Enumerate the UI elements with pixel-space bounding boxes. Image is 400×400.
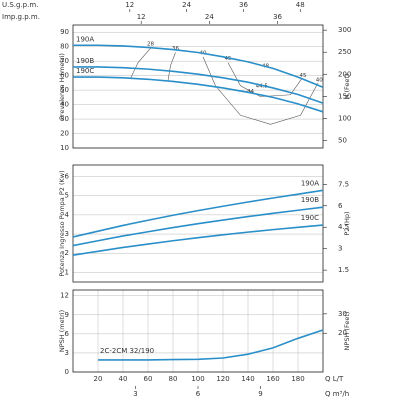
x-tick-label: 120 [216,375,229,383]
x-tick-label: 180 [291,375,304,383]
y-tick-label: 2 [65,249,69,257]
series-line [73,76,324,113]
series-line [72,189,324,238]
efficiency-curve [227,62,302,97]
series-line [72,206,324,247]
x-tick-label: 40 [119,375,128,383]
top-tick-label: 12 [125,1,134,9]
bottom-tick-label: 3 [133,390,137,398]
x-tick-label: 20 [94,375,103,383]
y-tick-label: 9 [65,311,69,319]
top-axis-label: U.S.g.p.m. [2,1,38,9]
y-tick-label: 70 [60,57,69,65]
annotation: 40 [316,77,323,83]
y-tick-label: 3 [65,230,69,238]
y-tick-label: 1 [65,268,69,276]
y2-tick-label: 150 [338,92,351,100]
efficiency-label: 45 [225,56,232,62]
y-tick-label: 50 [60,86,69,94]
series-line [98,329,324,361]
y2-tick-label: 250 [338,48,351,56]
y-axis-label: Potenza Ingresso Pompa P2 (Kw) [58,170,66,276]
y-tick-label: 20 [60,130,69,138]
y2-tick-label: 6 [338,202,343,210]
y2-tick-label: 200 [338,70,351,78]
plot-frame [72,24,324,149]
series-label: 190A [76,35,94,43]
y2-axis-label: P2 (Hp) [343,211,351,235]
y2-axis-label: H (Feet) [343,74,351,100]
top-tick-label: 36 [273,13,282,21]
y-tick-label: 90 [60,28,69,36]
y2-tick-label: 4.5 [338,223,349,231]
annotation: 45 [300,73,307,79]
y2-tick-label: 7.5 [338,180,349,188]
annotation: 44.5 [256,83,269,89]
series-line [73,44,324,88]
y-tick-label: 5 [65,192,69,200]
plot-frame [72,164,324,283]
y2-tick-label: 50 [338,136,347,144]
x-tick-label: 140 [241,375,254,383]
y-axis-label: Prevalenza H (metri) [58,53,66,120]
top-tick-label: 24 [182,1,191,9]
series-line [73,66,324,104]
top-tick-label: 12 [137,13,146,21]
y-tick-label: 40 [60,101,69,109]
y-tick-label: 6 [65,173,70,181]
y2-tick-label: 1.5 [338,266,349,274]
efficiency-curve [202,56,319,125]
bottom-tick-label: 6 [196,390,201,398]
top-tick-label: 48 [296,1,305,9]
y-tick-label: 30 [60,115,69,123]
top-tick-label: 36 [239,1,248,9]
y2-tick-label: 30 [338,310,347,318]
x-tick-label: 80 [169,375,178,383]
y2-axis-label: NPSH (Feet) [343,312,351,351]
y2-tick-label: 20 [338,329,347,337]
top-tick-label: 24 [205,13,214,21]
y2-tick-label: 3 [338,245,342,253]
plot-frame [72,289,324,373]
y-tick-label: 4 [65,211,70,219]
y-tick-label: 3 [65,349,69,357]
x-tick-label: 100 [191,375,204,383]
y-tick-label: 80 [60,43,69,51]
x-tick-label: 60 [144,375,153,383]
series-label: 190C [301,214,319,222]
y-axis-label: NPSH (metri) [58,310,66,352]
efficiency-label: 36 [172,46,179,52]
series-label: 190A [301,179,319,187]
series-label: 2C-2CM 32/190 [100,347,154,355]
y2-tick-label: 100 [338,114,351,122]
y-tick-label: 0 [65,368,69,376]
series-label: 190B [301,196,319,204]
bottom-axis-label: Q m³/h [325,390,349,398]
efficiency-curve [130,47,151,79]
efficiency-curve [167,52,176,81]
x-axis-label: Q L/T [325,375,344,383]
y-tick-label: 6 [65,330,70,338]
series-label: 190C [76,67,94,75]
series-label: 190B [76,57,94,65]
series-line [72,224,324,256]
y-tick-label: 12 [60,292,69,300]
y2-tick-label: 300 [338,26,351,34]
bottom-tick-label: 9 [258,390,262,398]
x-tick-label: 160 [266,375,279,383]
top-axis-label: Imp.g.p.m. [2,13,40,21]
y-tick-label: 60 [60,72,69,80]
y-tick-label: 10 [60,144,69,152]
efficiency-label: 28 [147,42,154,48]
